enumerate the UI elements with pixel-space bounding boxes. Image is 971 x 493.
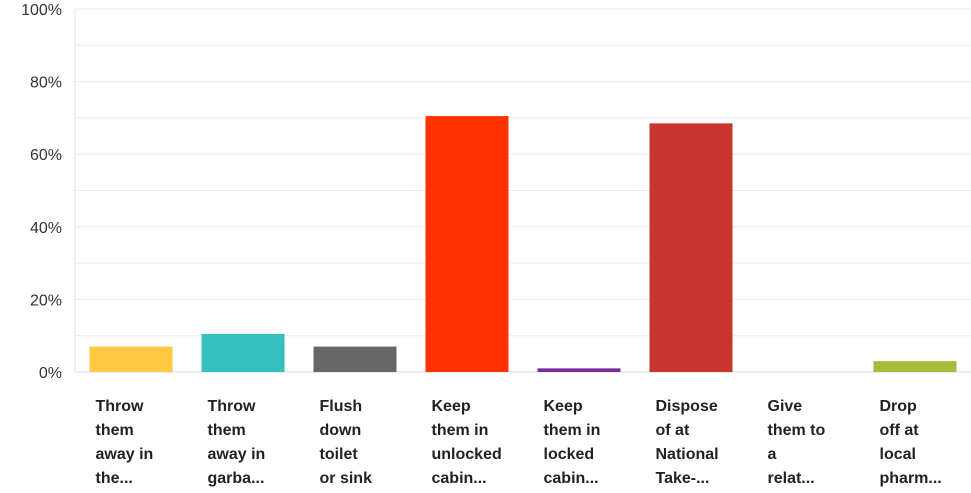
y-axis-tick-labels: 0% 20% 40% 60% 80% 100% — [21, 2, 62, 382]
bar — [649, 123, 733, 372]
x-category-label: Flush down toilet or sink — [320, 398, 373, 487]
gridlines — [75, 8, 971, 373]
x-category-label: Drop off at local pharm... — [880, 398, 942, 487]
bar — [201, 333, 285, 372]
bar — [873, 361, 957, 372]
x-category-label: Give them to a relat... — [768, 398, 826, 487]
y-tick-label: 40% — [30, 220, 62, 237]
y-tick-label: 20% — [30, 292, 62, 309]
bar — [425, 116, 509, 373]
bar — [89, 346, 173, 372]
bar — [313, 346, 397, 372]
y-tick-label: 100% — [21, 2, 62, 19]
x-category-label: Keep them in locked cabin... — [544, 398, 601, 487]
x-axis-category-labels: Throw them away in the... Throw them away in ga… — [96, 398, 942, 487]
x-category-label: Throw them away in garba... — [208, 398, 266, 487]
x-category-label: Keep them in unlocked cabin... — [432, 398, 502, 487]
x-category-label: Throw them away in the... — [96, 398, 154, 487]
y-tick-label: 0% — [39, 365, 62, 382]
x-category-label: Dispose of at National Take-... — [656, 398, 719, 487]
y-tick-label: 60% — [30, 147, 62, 164]
y-tick-label: 80% — [30, 75, 62, 92]
bars — [89, 116, 957, 373]
bar — [537, 368, 621, 372]
